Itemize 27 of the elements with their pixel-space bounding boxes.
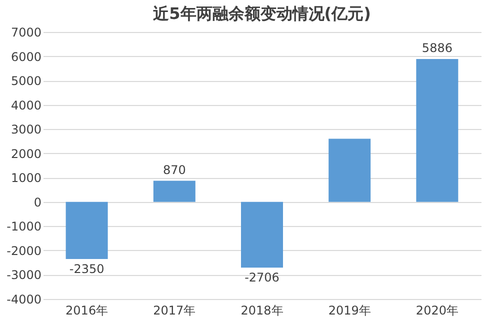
y-tick-label: -2000: [6, 244, 42, 258]
y-tick-label: 7000: [10, 26, 42, 40]
y-tick-label: 4000: [10, 98, 42, 112]
x-tick-label: 2019年: [328, 304, 371, 318]
y-tick-label: -3000: [6, 268, 42, 282]
data-label: -2350: [69, 262, 104, 276]
y-tick-label: 2000: [10, 146, 42, 161]
x-tick-label: 2017年: [153, 304, 196, 318]
y-tick-label: 5000: [10, 74, 42, 88]
x-tick-label: 2020年: [416, 304, 458, 318]
bar: [241, 202, 283, 268]
bar: [328, 138, 371, 202]
y-tick-label: -4000: [6, 292, 42, 306]
y-tick-label: 0: [34, 195, 42, 210]
data-label: 5886: [422, 41, 452, 56]
chart-title: 近5年两融余额变动情况(亿元): [152, 4, 371, 23]
y-tick-label: 1000: [10, 171, 42, 186]
x-tick-label: 2018年: [240, 304, 284, 318]
y-tick-label: 6000: [10, 50, 42, 64]
data-label: -2706: [244, 270, 280, 285]
bar: [66, 202, 108, 259]
y-tick-label: -1000: [6, 220, 42, 234]
x-tick-label: 2016年: [66, 304, 108, 318]
y-tick-label: 3000: [10, 122, 42, 137]
data-label: 870: [162, 162, 186, 177]
bar: [416, 59, 458, 202]
bar: [153, 180, 196, 202]
